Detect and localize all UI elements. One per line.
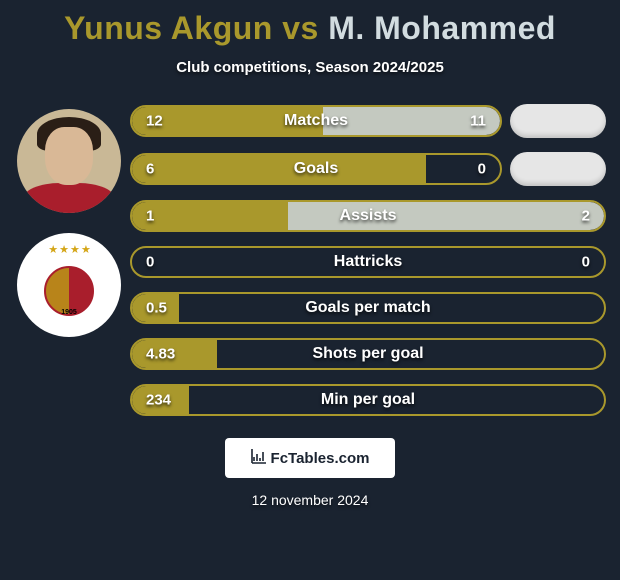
stat-bar: Hattricks 0 0 xyxy=(130,246,606,278)
stat-row: Matches 12 11 xyxy=(130,104,606,138)
bar-fill-player2 xyxy=(288,202,604,230)
footer-date: 12 november 2024 xyxy=(0,492,620,508)
stat-value-player1: 12 xyxy=(146,113,163,130)
stat-row: Hattricks 0 0 xyxy=(130,246,606,278)
avatar-shirt xyxy=(23,183,115,213)
stats-column: Matches1211Goals60Assists12Hattricks00Go… xyxy=(130,104,612,416)
stat-label: Hattricks xyxy=(334,253,402,271)
stat-label: Matches xyxy=(284,112,348,130)
stat-bar: Goals per match 0.5 xyxy=(130,292,606,324)
stat-value-player1: 0 xyxy=(146,254,154,271)
avatars-column: ★ ★ ★ ★ xyxy=(8,104,130,337)
player1-name: Yunus Akgun xyxy=(64,10,273,46)
brand-text: FcTables.com xyxy=(271,450,370,467)
stat-bar: Assists 1 2 xyxy=(130,200,606,232)
vs-text: vs xyxy=(282,10,319,46)
comparison-title: Yunus Akgun vs M. Mohammed xyxy=(0,0,620,47)
stat-label: Shots per goal xyxy=(312,345,423,363)
stat-bar: Matches 12 11 xyxy=(130,105,502,137)
club-stars-icon: ★ ★ ★ ★ xyxy=(48,243,90,256)
stat-value-player1: 6 xyxy=(146,161,154,178)
stat-bar: Min per goal 234 xyxy=(130,384,606,416)
stat-value-player2: 2 xyxy=(582,208,590,225)
stat-row: Goals 6 0 xyxy=(130,152,606,186)
stat-label: Assists xyxy=(340,207,397,225)
player-avatar xyxy=(17,109,121,213)
club-logo: ★ ★ ★ ★ xyxy=(17,233,121,337)
stat-label: Goals per match xyxy=(305,299,430,317)
stat-value-player2: 11 xyxy=(470,113,486,130)
stat-value-player2: 0 xyxy=(582,254,590,271)
player2-pill xyxy=(510,104,606,138)
stat-row: Shots per goal 4.83 xyxy=(130,338,606,370)
stat-value-player1: 0.5 xyxy=(146,300,167,317)
subtitle: Club competitions, Season 2024/2025 xyxy=(0,59,620,76)
brand-badge[interactable]: FcTables.com xyxy=(225,438,395,478)
chart-icon xyxy=(251,448,267,469)
content-row: ★ ★ ★ ★ Matches1211Goals60Assists12Hattr… xyxy=(0,104,620,416)
stat-value-player1: 4.83 xyxy=(146,346,175,363)
stat-bar: Goals 6 0 xyxy=(130,153,502,185)
stat-label: Goals xyxy=(294,160,338,178)
club-badge-icon xyxy=(44,266,94,316)
stat-row: Goals per match 0.5 xyxy=(130,292,606,324)
stat-value-player1: 1 xyxy=(146,208,154,225)
player2-name: M. Mohammed xyxy=(328,10,556,46)
stat-row: Assists 1 2 xyxy=(130,200,606,232)
stat-value-player2: 0 xyxy=(478,161,486,178)
bar-fill-player1 xyxy=(132,155,426,183)
stat-row: Min per goal 234 xyxy=(130,384,606,416)
stat-value-player1: 234 xyxy=(146,392,171,409)
stat-label: Min per goal xyxy=(321,391,415,409)
player2-pill xyxy=(510,152,606,186)
avatar-face xyxy=(45,127,93,185)
bar-fill-player1 xyxy=(132,202,288,230)
stat-bar: Shots per goal 4.83 xyxy=(130,338,606,370)
